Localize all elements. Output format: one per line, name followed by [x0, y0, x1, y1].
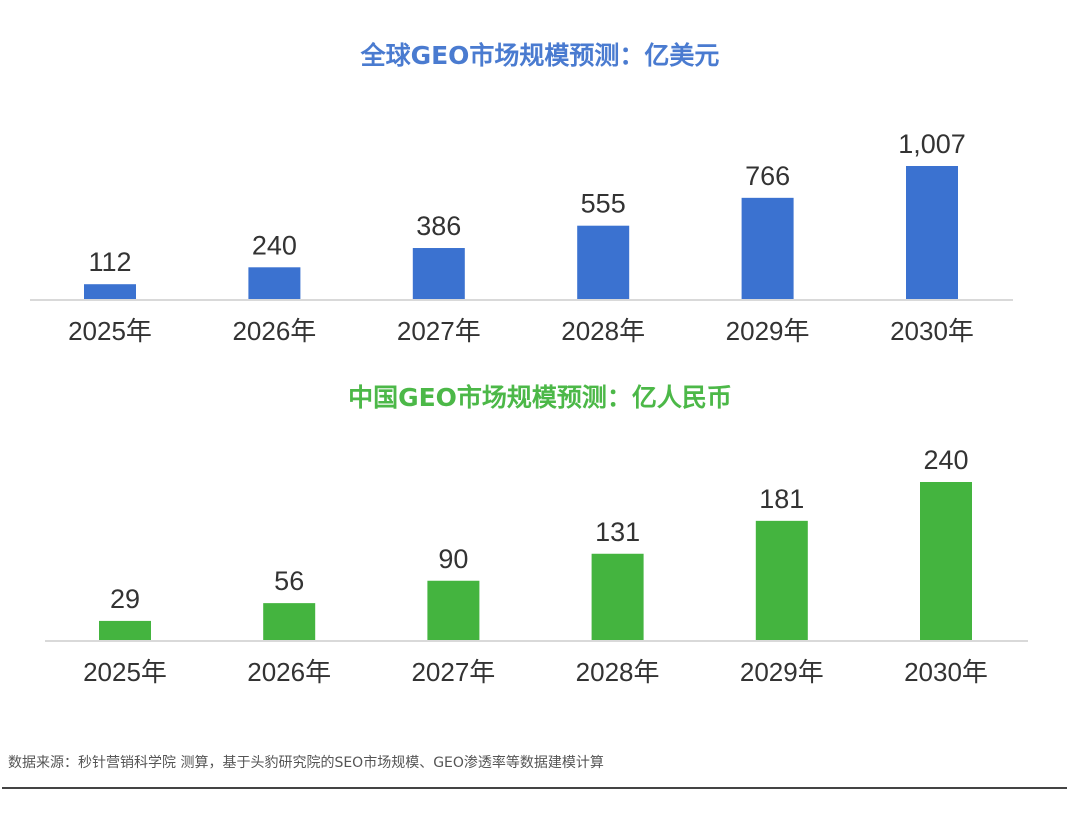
global-tick-label: 2027年	[397, 316, 481, 346]
global-bar-2026年	[248, 267, 301, 299]
bar-charts: 112 2025年 240 2026年 386 2027年 555 2028年 766 2029年…	[30, 129, 1028, 687]
china-bar-2027年	[427, 580, 480, 640]
china-data-label: 131	[595, 517, 640, 547]
global-bar-2025年	[84, 284, 136, 299]
china-data-label: 181	[759, 484, 804, 514]
global-data-label: 1,007	[898, 129, 966, 159]
global-bar-2027年	[412, 248, 465, 299]
china-data-label: 29	[110, 584, 140, 614]
china-tick-label: 2026年	[247, 657, 331, 687]
china-bar-2025年	[99, 620, 151, 640]
china-data-label: 90	[438, 544, 468, 574]
global-data-label: 240	[252, 230, 297, 260]
global-tick-label: 2028年	[561, 316, 645, 346]
global-tick-label: 2030年	[890, 316, 974, 346]
global-data-label: 112	[88, 247, 131, 277]
global-data-label: 766	[745, 161, 790, 191]
china-tick-label: 2029年	[740, 657, 824, 687]
global-tick-label: 2026年	[232, 316, 316, 346]
china-tick-label: 2028年	[576, 657, 660, 687]
china-chart-title: 中国GEO市场规模预测：亿人民币	[348, 383, 732, 412]
global-data-label: 555	[581, 189, 626, 219]
global-bar-2028年	[577, 225, 630, 299]
china-data-label: 240	[923, 445, 968, 475]
china-bar-2026年	[263, 603, 316, 640]
global-data-label: 386	[416, 211, 461, 241]
global-tick-label: 2025年	[68, 316, 152, 346]
footer-divider	[2, 787, 1067, 789]
china-data-label: 56	[274, 566, 304, 596]
china-bar-2029年	[755, 520, 808, 640]
source-note: 数据来源：秒针营销科学院 测算，基于头豹研究院的SEO市场规模、GEO渗透率等数…	[8, 755, 604, 771]
china-bar-2028年	[591, 553, 644, 640]
china-tick-label: 2030年	[904, 657, 988, 687]
china-tick-label: 2027年	[411, 657, 495, 687]
china-tick-label: 2025年	[83, 657, 167, 687]
global-tick-label: 2029年	[726, 316, 810, 346]
global-chart-title: 全球GEO市场规模预测：亿美元	[360, 41, 720, 70]
china-bar-2030年	[920, 482, 972, 640]
global-bar-2030年	[906, 166, 958, 299]
global-bar-2029年	[741, 197, 794, 299]
